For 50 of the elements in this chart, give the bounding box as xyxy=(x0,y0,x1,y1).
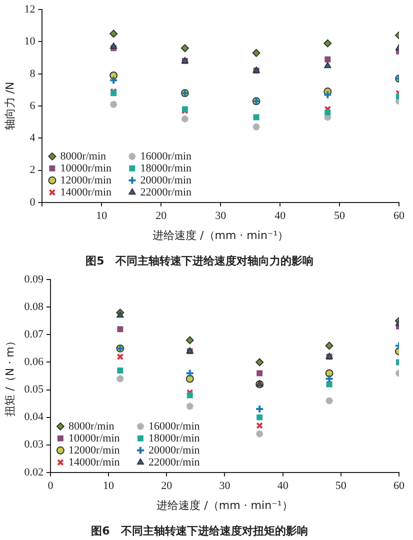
legend-label: 22000r/min xyxy=(148,456,200,468)
legend-label: 16000r/min xyxy=(140,150,192,162)
y-tick-label: 6 xyxy=(30,100,36,112)
x-tick-label: 50 xyxy=(334,210,346,222)
x-tick-label: 60 xyxy=(394,210,405,222)
legend-label: 16000r/min xyxy=(148,420,200,432)
legend-label: 22000r/min xyxy=(140,186,192,198)
text: 图6 不同主轴转速下进给速度对扭矩的影响 xyxy=(91,524,308,538)
x-tick-label: 40 xyxy=(277,480,289,492)
x-axis-title: 进给速度 /（mm · min⁻¹） xyxy=(152,229,289,242)
legend-label: 14000r/min xyxy=(68,456,120,468)
y-tick-label: 12 xyxy=(24,3,36,16)
x-tick-label: 40 xyxy=(274,210,286,222)
y-tick-label: 0.04 xyxy=(24,411,44,424)
y-tick-label: 0.03 xyxy=(24,438,44,451)
legend-label: 10000r/min xyxy=(68,432,120,444)
y-tick-label: 0.07 xyxy=(24,328,44,341)
legend-label: 8000r/min xyxy=(60,150,107,162)
y-tick-label: 2 xyxy=(30,164,36,176)
legend-label: 18000r/min xyxy=(140,162,192,174)
legend-label: 20000r/min xyxy=(148,444,200,456)
y-tick-label: 0 xyxy=(30,196,36,208)
legend-label: 12000r/min xyxy=(68,444,120,456)
x-tick-label: 30 xyxy=(219,480,231,492)
x-tick-label: 60 xyxy=(394,480,405,492)
legend-label: 18000r/min xyxy=(148,432,200,444)
legend-label: 10000r/min xyxy=(60,162,112,174)
y-tick-label: 4 xyxy=(30,132,36,144)
text: 图5 不同主轴转速下进给速度对轴向力的影响 xyxy=(86,254,314,268)
y-tick-label: 0.02 xyxy=(24,466,44,478)
x-tick-label: 20 xyxy=(161,480,173,492)
x-tick-label: 30 xyxy=(215,210,227,222)
legend-label: 8000r/min xyxy=(68,420,115,432)
y-axis-title: 扭矩 /（N · m） xyxy=(3,336,16,416)
y-tick-label: 10 xyxy=(24,36,36,48)
y-tick-label: 0.08 xyxy=(24,301,44,314)
y-tick-label: 0.05 xyxy=(24,384,44,396)
x-tick-label: 10 xyxy=(96,210,108,222)
x-tick-label: 50 xyxy=(335,480,347,492)
legend-label: 12000r/min xyxy=(60,174,112,186)
y-tick-label: 0.09 xyxy=(24,273,44,286)
y-tick-label: 8 xyxy=(30,68,36,80)
x-tick-label: 0 xyxy=(48,480,54,492)
legend-label: 14000r/min xyxy=(60,186,112,198)
y-tick-label: 0.06 xyxy=(24,356,44,368)
x-tick-label: 10 xyxy=(103,480,115,492)
y-axis-title: 轴向力 /N xyxy=(3,82,16,130)
legend-label: 20000r/min xyxy=(140,174,192,186)
x-axis-title: 进给速度 /（mm · min⁻¹） xyxy=(156,499,293,512)
x-tick-label: 20 xyxy=(156,210,168,222)
